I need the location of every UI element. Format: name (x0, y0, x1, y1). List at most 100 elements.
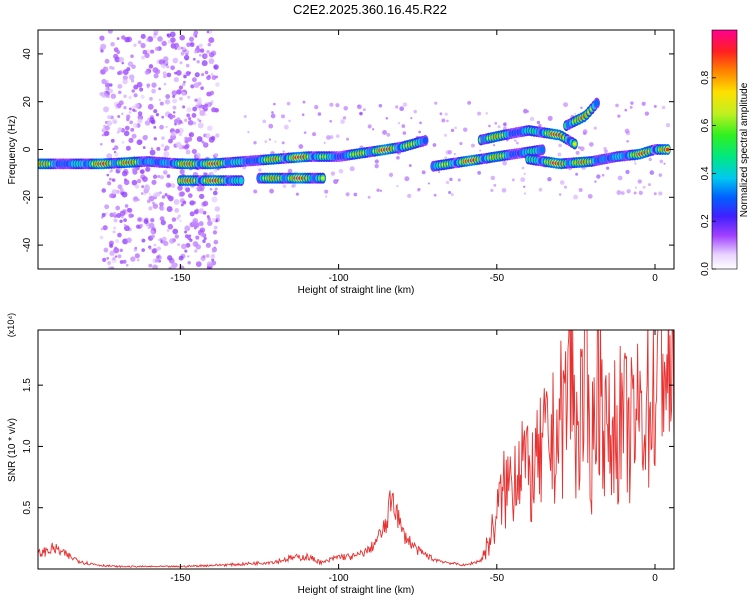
noise-speckle (193, 50, 198, 54)
noise-speckle (152, 174, 158, 179)
noise-speckle (397, 122, 401, 125)
noise-speckle (159, 175, 164, 180)
noise-speckle (270, 113, 276, 119)
ridge-cell (594, 99, 600, 107)
noise-speckle (317, 112, 322, 116)
noise-speckle (131, 133, 137, 139)
noise-speckle (203, 113, 207, 116)
noise-speckle (184, 249, 188, 253)
noise-speckle (349, 166, 355, 172)
noise-speckle (123, 218, 127, 223)
noise-speckle (150, 234, 156, 239)
noise-speckle (130, 54, 134, 59)
noise-speckle (604, 149, 608, 154)
noise-speckle (184, 230, 187, 234)
y-tick-label: 1.0 (22, 439, 33, 453)
noise-speckle (615, 103, 619, 108)
noise-speckle (594, 180, 597, 183)
colorbar-ticks: 0.0 0.2 0.4 0.6 0.8 (700, 70, 716, 276)
noise-speckle (147, 226, 151, 230)
noise-speckle (558, 143, 562, 148)
noise-speckle (396, 155, 400, 160)
noise-speckle (182, 46, 186, 51)
ridge-core (572, 142, 577, 146)
noise-speckle (634, 162, 637, 165)
noise-speckle (132, 123, 138, 128)
noise-speckle (205, 242, 211, 248)
noise-speckle (402, 131, 407, 135)
noise-speckle (151, 82, 157, 88)
noise-speckle (109, 243, 114, 248)
noise-speckle (215, 82, 220, 87)
snr-ylabel: SNR (10 * v/v) (7, 418, 18, 482)
noise-speckle (396, 184, 399, 188)
noise-speckle (149, 97, 153, 101)
noise-speckle (357, 105, 360, 108)
noise-speckle (106, 94, 110, 99)
noise-speckle (374, 163, 379, 169)
noise-speckle (174, 208, 180, 213)
noise-speckle (158, 59, 165, 65)
noise-speckle (658, 173, 663, 177)
noise-speckle (642, 185, 646, 189)
noise-speckle (157, 175, 161, 178)
noise-speckle (109, 65, 113, 70)
noise-speckle (139, 87, 144, 92)
noise-speckle (193, 154, 197, 157)
noise-speckle (648, 157, 652, 162)
noise-speckle (323, 141, 326, 144)
noise-speckle (593, 126, 597, 130)
noise-speckle (547, 115, 553, 121)
noise-speckle (206, 75, 211, 81)
noise-speckle (141, 248, 145, 252)
noise-speckle (624, 128, 630, 134)
noise-speckle (199, 193, 205, 200)
noise-speckle (212, 190, 218, 196)
noise-speckle (523, 172, 526, 175)
noise-speckle (104, 204, 110, 210)
noise-speckle (117, 254, 122, 259)
noise-speckle (142, 176, 148, 183)
noise-speckle (122, 78, 128, 85)
colorbar-gradient (711, 29, 738, 270)
noise-speckle (378, 103, 383, 108)
noise-speckle (125, 263, 129, 267)
noise-speckle (386, 132, 391, 137)
noise-speckle (116, 50, 121, 55)
noise-speckle (173, 199, 180, 205)
noise-speckle (203, 142, 207, 146)
noise-speckle (113, 218, 118, 223)
noise-speckle (176, 117, 181, 122)
noise-speckle (178, 132, 183, 137)
noise-speckle (196, 45, 200, 49)
noise-speckle (161, 41, 167, 47)
noise-speckle (212, 230, 218, 235)
spectrogram-panel: -150 -100 -50 0 -40 -20 0 20 40 Height of straig… (7, 29, 675, 296)
noise-speckle (144, 120, 151, 126)
noise-speckle (427, 182, 430, 185)
noise-speckle (174, 47, 178, 50)
noise-speckle (419, 121, 422, 125)
noise-speckle (189, 42, 195, 47)
noise-speckle (587, 193, 593, 199)
noise-speckle (408, 164, 412, 168)
noise-speckle (121, 61, 125, 65)
noise-speckle (119, 219, 123, 223)
noise-speckle (149, 247, 152, 250)
noise-speckle (206, 30, 210, 34)
noise-speckle (488, 124, 491, 128)
noise-speckle (547, 176, 552, 182)
noise-speckle (100, 142, 103, 146)
noise-speckle (175, 128, 180, 134)
x-tick-label: -100 (329, 273, 349, 284)
noise-speckle (243, 114, 247, 119)
noise-speckle (181, 243, 187, 250)
spectrogram-axes: -150 -100 -50 0 -40 -20 0 20 40 (22, 30, 674, 284)
noise-speckle (166, 174, 171, 179)
noise-speckle (176, 216, 180, 220)
snr-axes: -150 -100 -50 0 0.5 1.0 1.5 (22, 330, 674, 584)
noise-speckle (189, 238, 193, 242)
noise-speckle (150, 119, 156, 125)
noise-speckle (663, 162, 666, 165)
noise-speckle (433, 193, 437, 197)
